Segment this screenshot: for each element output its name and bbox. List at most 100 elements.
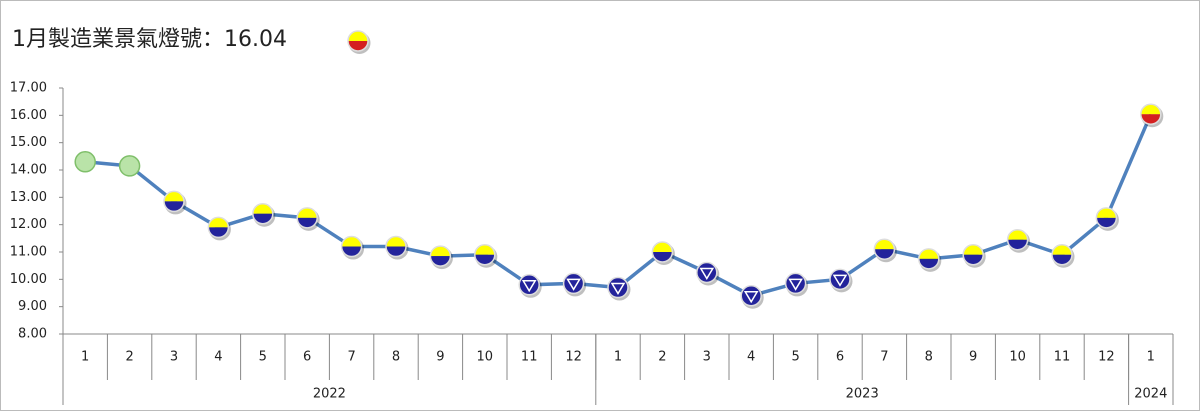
y-tick-label: 15.00 (10, 135, 47, 150)
marker-bottom (341, 246, 362, 257)
marker-bottom (1052, 254, 1072, 265)
marker-ring (340, 235, 363, 258)
x-tick-label: 12 (565, 350, 582, 365)
x-tick-label: 7 (347, 350, 355, 365)
marker-top (348, 31, 368, 41)
marker-bottom (963, 254, 984, 265)
x-tick-label: 4 (747, 350, 755, 365)
signal-marker (429, 245, 453, 270)
x-tick-label: 8 (925, 350, 933, 365)
marker-ring (474, 243, 496, 266)
x-tick-label: 8 (392, 350, 400, 365)
signal-marker (340, 235, 365, 260)
marker-blue (518, 274, 540, 296)
y-tick-label: 8.00 (18, 327, 47, 342)
marker-blue (740, 284, 762, 307)
x-tick-label: 9 (969, 350, 977, 365)
signal-marker (474, 243, 498, 268)
marker-triangle (832, 274, 848, 287)
marker-top (918, 248, 939, 259)
signal-marker (562, 272, 587, 297)
marker-bottom (918, 258, 939, 269)
year-label: 2023 (846, 387, 879, 402)
marker-bottom (1140, 114, 1161, 125)
x-tick-label: 10 (477, 350, 494, 365)
marker-ring (347, 30, 369, 52)
signal-marker (651, 241, 675, 265)
marker-bottom (252, 213, 273, 224)
marker-ring (873, 238, 896, 261)
marker-ring (296, 207, 318, 229)
signal-marker (518, 274, 542, 298)
marker-top (1052, 244, 1072, 255)
chart-title: 1月製造業景氣燈號：16.04 (12, 27, 287, 52)
marker-ring (1051, 243, 1073, 266)
marker-ring (918, 248, 940, 270)
x-tick-label: 12 (1098, 350, 1115, 365)
signal-marker (74, 151, 96, 173)
marker-ring (207, 216, 230, 239)
x-tick-label: 11 (521, 350, 538, 365)
y-tick-label: 11.00 (10, 245, 47, 260)
y-tick-label: 9.00 (18, 299, 47, 314)
x-tick-label: 1 (1147, 350, 1155, 365)
y-tick-label: 14.00 (10, 163, 47, 178)
marker-bottom (348, 41, 368, 51)
marker-ring (385, 235, 407, 258)
x-tick-label: 2 (125, 350, 133, 365)
signal-marker (740, 284, 764, 309)
x-tick-label: 10 (1009, 350, 1026, 365)
marker-top (386, 236, 406, 247)
marker-top (252, 203, 273, 214)
signal-marker (296, 207, 320, 231)
title-signal (347, 30, 371, 54)
marker-ring (1095, 207, 1118, 229)
marker-top (208, 217, 229, 228)
marker-bottom (1096, 217, 1117, 228)
marker-top (474, 244, 495, 255)
marker-ring (651, 241, 674, 263)
marker-bottom (652, 252, 673, 262)
x-tick-label: 2 (658, 350, 666, 365)
marker-top (164, 191, 184, 202)
marker-top (1007, 229, 1028, 240)
y-tick-label: 16.00 (10, 108, 47, 123)
signal-marker (118, 155, 141, 177)
y-tick-label: 10.00 (10, 272, 47, 287)
marker-bottom (164, 201, 184, 212)
marker-top (652, 242, 673, 252)
x-tick-label: 3 (170, 350, 178, 365)
signal-marker (962, 243, 986, 268)
x-tick-label: 1 (614, 350, 622, 365)
signal-marker (1006, 228, 1031, 253)
signal-marker (1051, 243, 1075, 268)
marker-ring (429, 245, 452, 267)
marker-triangle (743, 290, 759, 304)
signal-marker (607, 276, 631, 301)
marker-triangle (566, 278, 581, 291)
marker-triangle (521, 280, 537, 293)
signal-marker (207, 216, 231, 241)
y-tick-label: 12.00 (10, 217, 47, 232)
marker-bottom (474, 254, 495, 265)
signal-marker (829, 268, 853, 293)
marker-blue (562, 272, 585, 295)
signal-marker (696, 261, 720, 286)
marker-green (74, 151, 96, 173)
marker-top (430, 246, 451, 257)
x-tick-label: 6 (303, 350, 311, 365)
marker-green (118, 155, 141, 177)
marker-bottom (208, 227, 229, 238)
marker-blue (784, 272, 807, 295)
x-tick-label: 11 (1054, 350, 1071, 365)
marker-ring (962, 243, 984, 266)
marker-bottom (1007, 239, 1028, 250)
signal-marker (1095, 207, 1119, 231)
signal-marker (784, 272, 809, 297)
x-tick-label: 4 (214, 350, 222, 365)
marker-bottom (297, 217, 318, 228)
x-tick-label: 6 (836, 350, 844, 365)
signal-marker (918, 248, 942, 272)
